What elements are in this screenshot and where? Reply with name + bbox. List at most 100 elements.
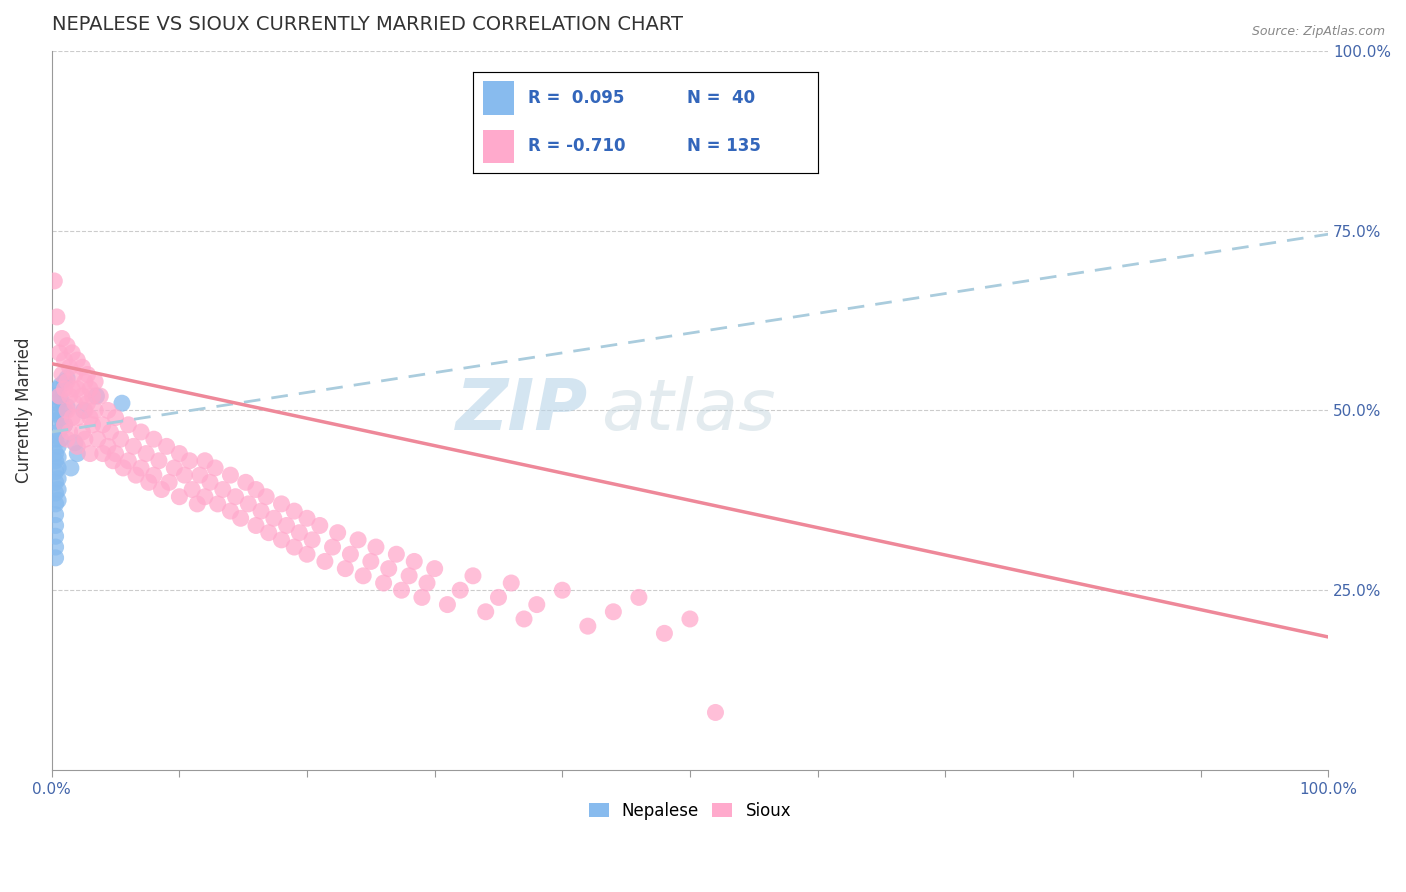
Point [45,497,67,511]
Point [163,461,186,475]
Point [76,396,98,410]
Point [49,432,72,446]
Point [283,540,305,554]
Point [46,483,69,497]
Point [148,454,170,468]
Point [461,569,484,583]
Point [46,493,69,508]
Point [125,468,148,483]
Point [45,550,67,565]
Point [347,533,370,547]
Point [56,371,79,385]
Point [194,490,217,504]
Point [45,432,67,446]
Point [173,468,195,483]
Point [66,353,89,368]
Point [45,529,67,543]
Point [254,490,277,504]
Point [51,368,73,382]
Point [169,490,191,504]
Point [308,518,330,533]
Point [186,497,208,511]
Point [56,403,79,417]
Point [49,410,72,425]
Point [73,403,96,417]
Point [156,439,179,453]
Point [169,446,191,460]
Point [45,540,67,554]
Point [135,446,157,460]
Point [51,331,73,345]
Point [63,396,86,410]
Point [44,274,66,288]
Point [110,432,132,446]
Point [339,547,361,561]
Point [513,612,536,626]
Point [72,389,94,403]
Point [45,403,67,417]
Point [245,483,267,497]
Point [91,417,114,432]
Point [84,403,107,417]
Point [45,518,67,533]
Y-axis label: Currently Married: Currently Married [15,338,32,483]
Point [391,583,413,598]
Point [72,360,94,375]
Point [56,375,79,389]
Point [72,425,94,439]
Point [194,454,217,468]
Point [474,605,496,619]
Point [204,461,226,475]
Point [117,417,139,432]
Point [404,554,426,568]
Point [211,483,233,497]
Point [53,353,76,368]
Point [45,414,67,428]
Point [150,483,173,497]
Point [45,310,67,324]
Point [45,465,67,479]
Point [326,525,349,540]
Point [49,378,72,392]
Point [198,475,221,490]
Point [79,446,101,460]
Point [46,407,69,421]
Text: NEPALESE VS SIOUX CURRENTLY MARRIED CORRELATION CHART: NEPALESE VS SIOUX CURRENTLY MARRIED CORR… [52,15,683,34]
Point [142,468,165,483]
Point [66,410,89,425]
Point [59,360,82,375]
Point [49,392,72,407]
Point [53,375,76,389]
Point [551,583,574,598]
Point [501,576,523,591]
Point [188,468,211,483]
Point [283,504,305,518]
Point [257,525,280,540]
Point [53,403,76,417]
Point [436,598,458,612]
Point [416,576,439,591]
Point [245,518,267,533]
Point [627,591,650,605]
Point [46,450,69,465]
Point [59,461,82,475]
Point [48,346,70,360]
Point [73,375,96,389]
Point [46,439,69,453]
Point [79,410,101,425]
Point [79,382,101,396]
Point [60,410,83,425]
Point [138,475,160,490]
Point [97,403,120,417]
Point [526,598,548,612]
Point [488,591,510,605]
Point [112,461,135,475]
Point [53,417,76,432]
Point [66,446,89,460]
Point [56,432,79,446]
Text: Source: ZipAtlas.com: Source: ZipAtlas.com [1251,25,1385,38]
Point [104,446,127,460]
Point [86,432,108,446]
Point [179,454,201,468]
Point [295,547,318,561]
